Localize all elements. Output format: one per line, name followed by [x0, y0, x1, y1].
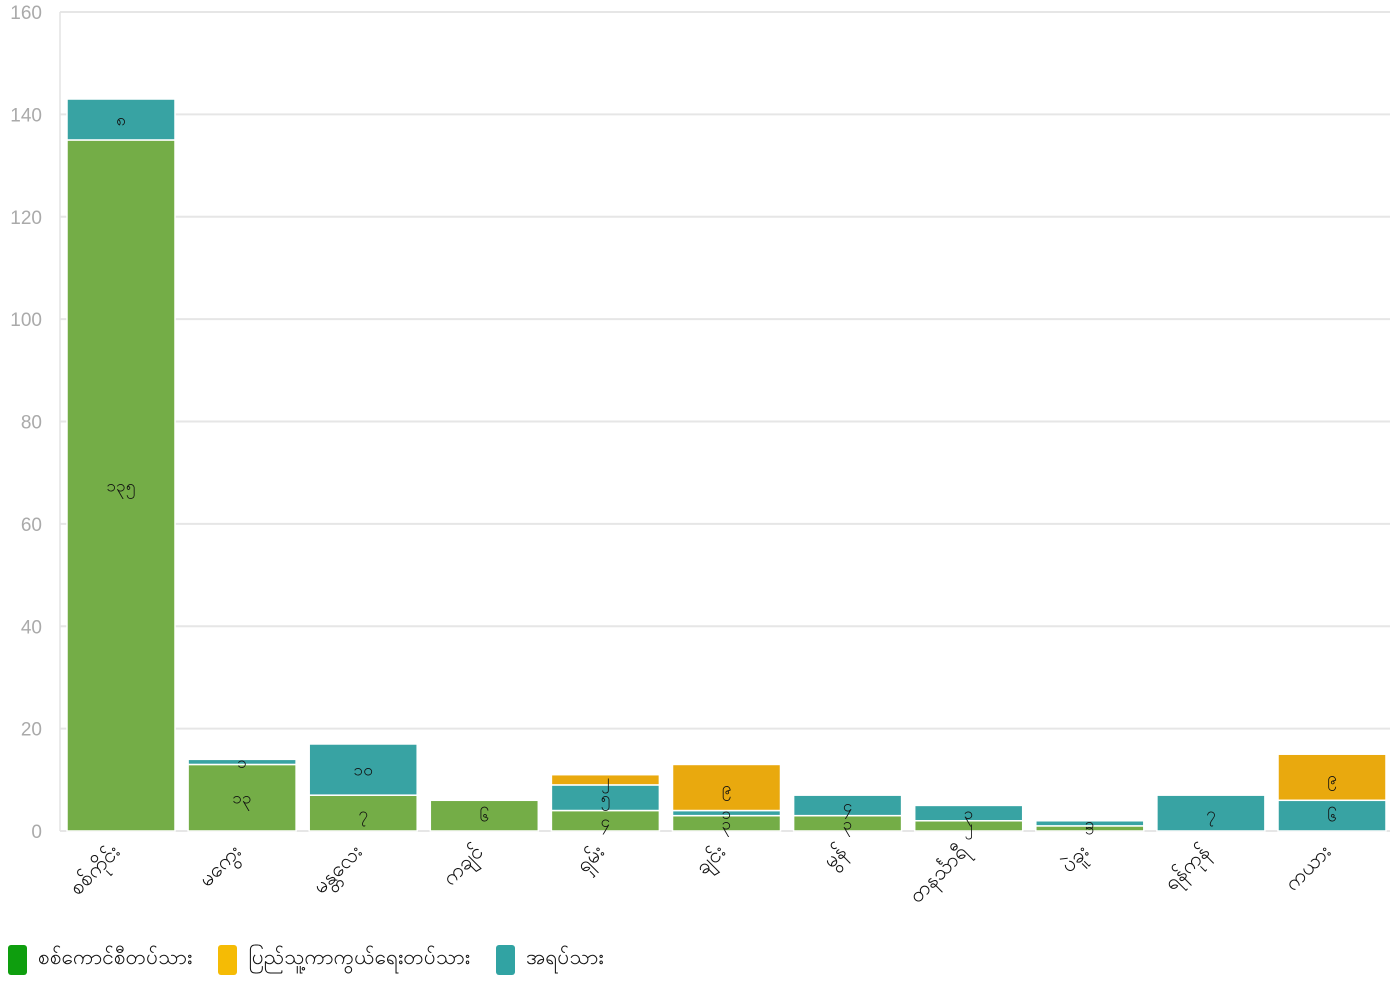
bars — [66, 98, 1387, 832]
x-category-label: ချင်း — [690, 839, 734, 883]
bar-value-label: ၇ — [358, 804, 368, 827]
gridlines — [60, 11, 1390, 832]
bar-value-label: ၃ — [722, 814, 732, 837]
bar-value-label: ၃ — [843, 814, 853, 837]
x-category-label: ရှမ်း — [570, 839, 613, 882]
bar-segment — [187, 758, 297, 766]
bar-value-label: ၂ — [601, 771, 609, 794]
bar-value-label: ၆ — [1327, 806, 1337, 827]
bar-segment — [187, 763, 297, 832]
x-category-label: မကွေး — [194, 840, 250, 896]
legend-label-military: စစ်ကောင်စီတပ်သား — [38, 945, 193, 969]
legend-swatch-pdf — [218, 944, 238, 975]
bar-value-label: ၉ — [722, 778, 732, 801]
bar-value-label: ၉ — [1327, 768, 1337, 791]
bar-segment — [1277, 753, 1387, 802]
bar-value-label: ၄ — [601, 812, 611, 835]
legend-label-pdf: ပြည်သူ့ကာကွယ်ရေးတပ်သား — [248, 945, 471, 969]
legend-swatch-civilian — [496, 944, 516, 975]
bar-segment — [1035, 820, 1145, 827]
bar-value-label: ၅ — [601, 789, 611, 812]
bar-value-label: ၇ — [1206, 804, 1216, 827]
bar-segment — [1156, 794, 1266, 832]
y-tick-label: 40 — [21, 617, 42, 638]
legend-swatch-military — [8, 944, 27, 975]
y-tick-label: 80 — [21, 413, 42, 434]
y-tick-label: 160 — [10, 3, 42, 24]
bar-value-label: ၁၃၅ — [107, 476, 136, 499]
x-category-label: ရန်ကုန် — [1158, 839, 1218, 899]
x-category-label: စစ်ကိုင်း — [64, 839, 128, 903]
bar-segment — [308, 794, 418, 832]
x-axis-labels: စစ်ကိုင်း မကွေး မန္တလေး ကချင် ရှမ်း ချင်း မွန်… — [64, 838, 1336, 911]
x-category-label: ပဲခူး — [1056, 839, 1097, 880]
bar-segment — [792, 794, 903, 817]
bar-value-label: ၁ — [1085, 814, 1095, 834]
bar-segment — [913, 804, 1024, 822]
legend-item-civilian[interactable]: အရပ်သား — [496, 944, 604, 975]
bar-value-label: ၆ — [480, 806, 490, 827]
y-tick-label: 100 — [10, 310, 42, 331]
bar-value-label: ၁ — [722, 804, 732, 824]
bar-value-label: ၂ — [965, 817, 973, 840]
y-tick-label: 20 — [21, 720, 42, 741]
bar-segment — [671, 763, 782, 812]
y-tick-label: 60 — [21, 515, 42, 536]
bar-segment — [429, 799, 540, 832]
bar-segment — [66, 98, 176, 141]
bar-value-label: ၃ — [964, 804, 974, 827]
y-tick-label: 140 — [10, 105, 42, 126]
x-category-label: ကချင် — [437, 839, 492, 894]
bar-segment — [308, 743, 418, 796]
legend-label-civilian: အရပ်သား — [526, 945, 604, 969]
x-category-label: ကယား — [1280, 840, 1336, 896]
bar-value-label: ၁ — [1085, 819, 1095, 839]
x-category-label: မန္တလေး — [308, 840, 370, 902]
x-category-label: မွန် — [817, 839, 855, 877]
bar-value-label: ၁၃ — [233, 789, 252, 812]
x-category-label: တနင်္သာရီ — [903, 838, 976, 911]
bar-segment — [550, 773, 661, 786]
legend: စစ်ကောင်စီတပ်သား ပြည်သူ့ကာကွယ်ရေးတပ်သား … — [8, 944, 630, 975]
bar-value-label: ၁၀ — [354, 761, 373, 781]
y-tick-label: 0 — [31, 822, 42, 843]
legend-item-military[interactable]: စစ်ကောင်စီတပ်သား — [8, 944, 192, 975]
bar-value-label: ၁ — [237, 753, 247, 773]
y-tick-label: 120 — [10, 208, 42, 229]
bar-value-label: ၄ — [843, 796, 853, 819]
y-axis: 0 20 40 60 80 100 120 140 160 — [10, 3, 61, 843]
bar-value-label: ၈ — [116, 110, 126, 130]
legend-item-pdf[interactable]: ပြည်သူ့ကာကွယ်ရေးတပ်သား — [218, 944, 470, 975]
